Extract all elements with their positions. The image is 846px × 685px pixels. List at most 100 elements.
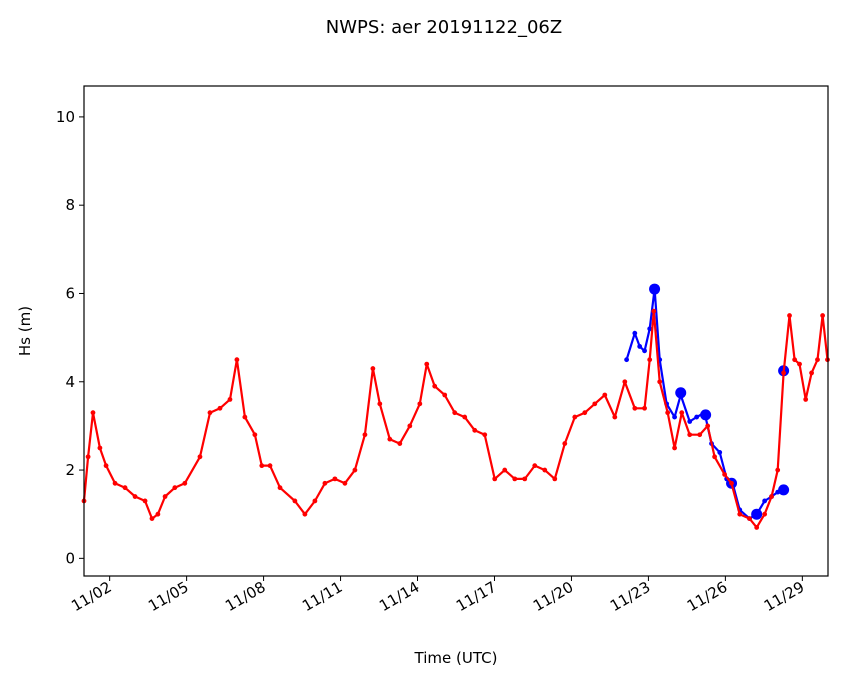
point-marker [809,370,814,376]
point-marker [312,498,318,504]
point-marker [651,308,657,314]
point-marker [754,525,760,530]
point-marker [781,370,787,376]
point-marker [642,348,647,354]
point-marker [642,405,647,411]
x-tick-label: 11/02 [68,578,114,615]
point-marker [665,410,671,416]
point-marker [775,467,781,473]
large-point-marker [649,283,661,295]
point-marker [542,467,548,473]
point-marker [815,357,820,363]
point-marker [155,511,161,517]
large-point-marker [751,508,763,520]
y-tick-label: 2 [65,461,75,479]
point-marker [647,357,653,363]
point-marker [217,405,223,411]
point-marker [302,511,308,517]
point-marker [737,511,743,517]
point-marker [362,432,368,438]
point-marker [197,454,203,460]
point-marker [85,454,91,460]
point-marker [522,476,528,482]
x-tick-label: 11/14 [376,578,422,615]
point-marker [632,405,638,411]
point-marker [252,432,258,438]
point-marker [687,432,693,438]
point-marker [717,449,723,455]
point-marker [612,414,618,420]
x-tick-label: 11/08 [222,578,268,615]
point-marker [234,357,240,363]
point-marker [769,494,774,499]
point-marker [562,441,568,446]
point-marker [762,511,768,517]
large-point-marker [700,409,712,421]
point-marker [687,419,693,424]
point-marker [532,463,538,469]
point-marker [482,432,488,438]
point-marker [602,392,608,398]
large-point-marker [778,484,790,496]
point-marker [472,427,478,433]
point-marker [277,485,283,491]
x-tick-label: 11/05 [145,578,191,615]
point-marker [207,410,213,416]
point-marker [370,366,376,371]
point-marker [227,397,233,402]
point-marker [803,397,809,402]
plot-frame [83,85,829,577]
point-marker [417,401,423,407]
point-marker [442,392,448,398]
point-marker [452,410,458,416]
point-marker [797,361,802,367]
point-marker [242,414,248,420]
point-marker [387,436,393,442]
point-marker [397,441,403,446]
point-marker [424,361,430,367]
point-marker [122,485,128,491]
point-marker [647,326,653,332]
point-marker [637,344,643,349]
series-line [625,288,784,520]
point-marker [342,480,348,486]
y-tick-label: 6 [65,284,75,302]
point-marker [149,516,155,522]
point-marker [787,313,792,318]
point-marker [624,357,630,363]
y-tick-label: 10 [56,108,75,126]
chart-title: NWPS: aer 20191122_06Z [326,17,562,38]
point-marker [172,485,178,491]
point-marker [352,467,358,473]
point-marker [332,476,338,482]
x-tick-label: 11/20 [530,578,576,615]
y-tick-label: 8 [65,196,75,214]
point-marker [632,330,638,336]
point-marker [792,357,798,363]
point-marker [132,494,138,499]
point-marker [142,498,148,504]
point-marker [729,480,734,486]
point-marker [592,401,598,407]
point-marker [97,445,103,451]
point-marker [679,410,685,416]
point-marker [657,379,663,385]
point-marker [182,480,188,486]
point-marker [267,463,273,469]
y-tick-label: 4 [65,373,75,391]
point-marker [622,379,628,385]
point-marker [103,463,109,469]
point-marker [672,445,677,451]
x-tick-label: 11/17 [453,578,499,615]
point-marker [322,480,328,486]
point-marker [407,423,413,429]
point-marker [747,516,752,522]
x-tick-label: 11/23 [607,578,653,615]
y-tick-label: 0 [65,549,75,567]
point-marker [292,498,298,504]
point-marker [492,476,498,482]
point-marker [697,432,703,438]
point-marker [90,410,96,416]
point-marker [694,414,700,420]
